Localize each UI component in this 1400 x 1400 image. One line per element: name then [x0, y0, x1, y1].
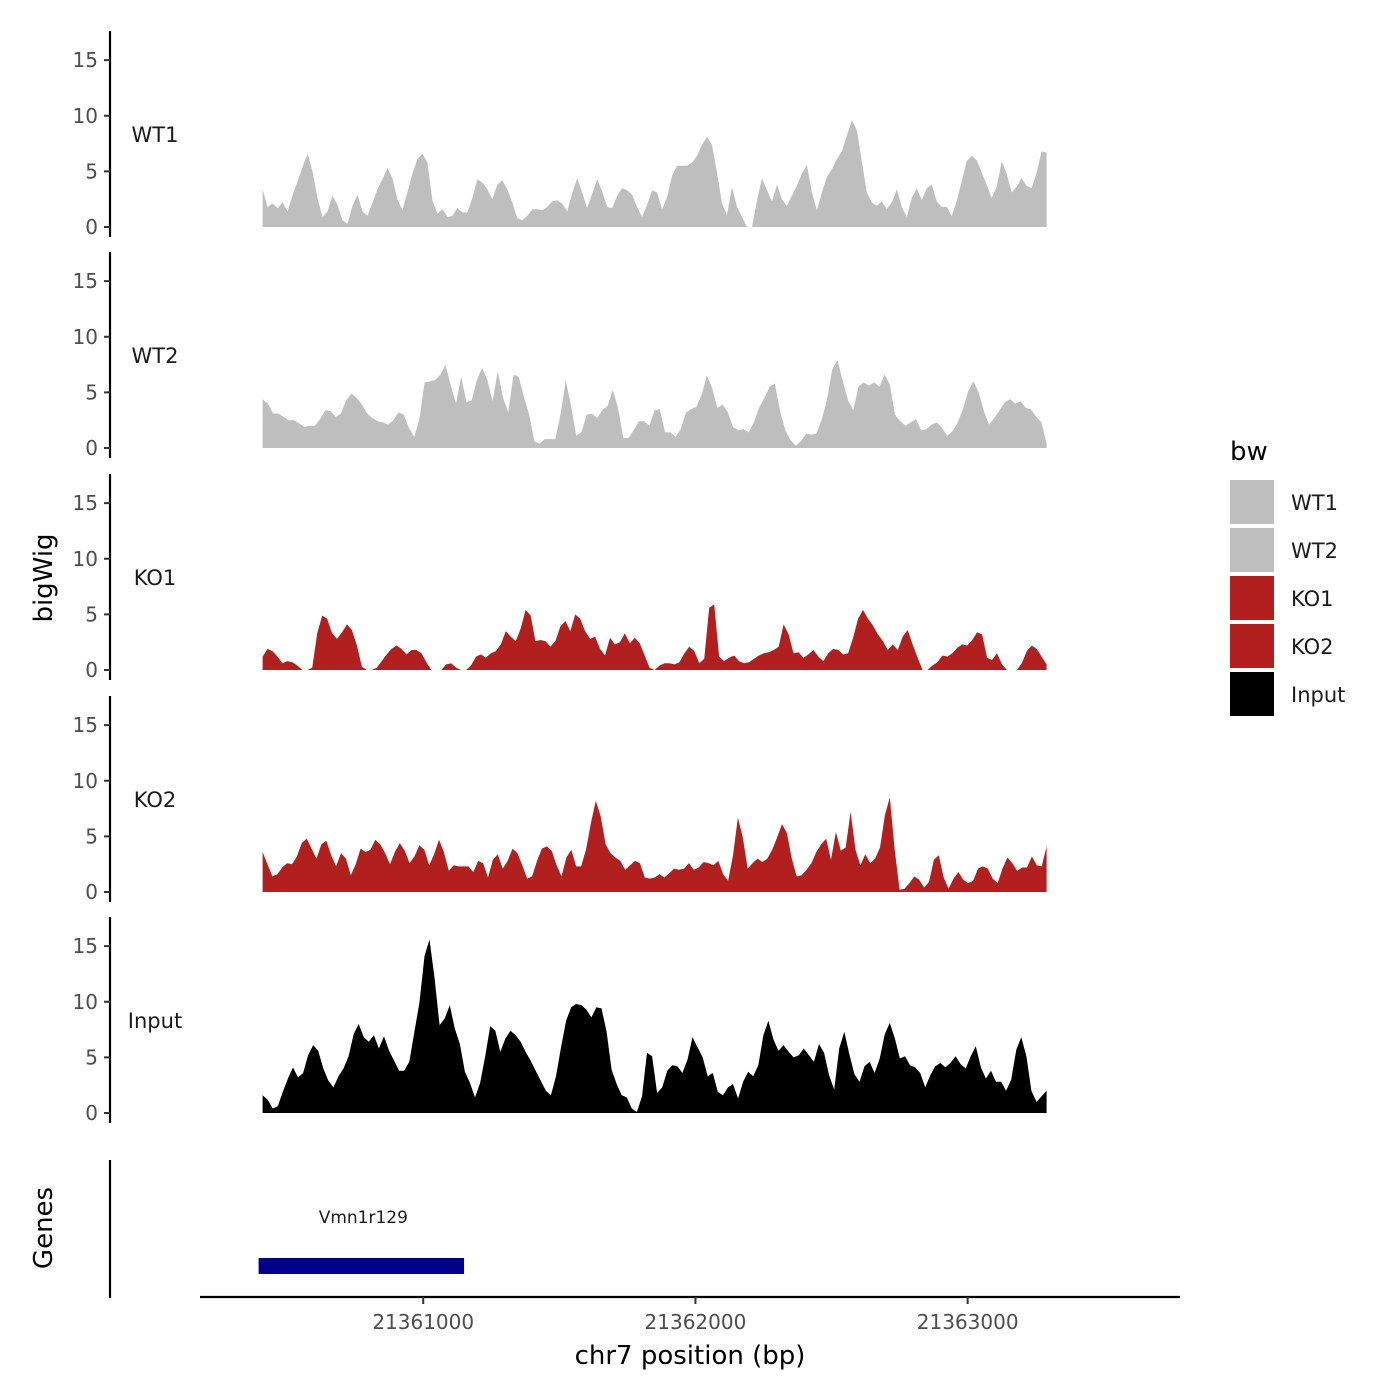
coverage-area-ko2: [262, 797, 1047, 892]
x-axis: 21361000 21362000 21363000: [200, 1295, 1180, 1334]
coverage-tracks: 0 5 10 15 WT1 0 5 10 15 WT2 0 5 10 15 KO1 0 5 10 15 KO2 0 5 10…: [73, 31, 1047, 1125]
track-wt1: 0 5 10 15 WT1: [73, 31, 1047, 239]
legend-label-ko2: KO2: [1291, 635, 1334, 659]
track-label-wt2: WT2: [132, 344, 179, 368]
y-tick-label: 15: [73, 269, 98, 293]
y-tick-label: 15: [73, 934, 98, 958]
gene-label: Vmn1r129: [319, 1208, 408, 1228]
y-tick-label: 15: [73, 48, 98, 72]
x-tick-label: 21361000: [372, 1310, 474, 1334]
y-tick-label: 5: [85, 824, 98, 848]
y-tick-label: 10: [73, 769, 98, 793]
track-label-ko1: KO1: [134, 566, 177, 590]
track-label-ko2: KO2: [134, 788, 177, 812]
y-tick-label: 5: [85, 602, 98, 626]
y-tick-label: 0: [85, 215, 98, 239]
legend-label-wt1: WT1: [1291, 491, 1338, 515]
legend-label-ko1: KO1: [1291, 587, 1334, 611]
legend-label-wt2: WT2: [1291, 539, 1338, 563]
coverage-area-input: [262, 939, 1047, 1113]
y-tick-label: 10: [73, 325, 98, 349]
x-tick-label: 21362000: [645, 1310, 747, 1334]
legend-key-ko1: [1230, 576, 1274, 620]
gene-body-vmn1r129: [258, 1258, 465, 1274]
legend-label-input: Input: [1291, 683, 1345, 707]
coverage-area-wt2: [262, 360, 1047, 448]
legend-key-wt2: [1230, 528, 1274, 572]
coverage-area-wt1: [262, 120, 1047, 227]
y-axis-title: bigWig: [29, 533, 59, 622]
legend-key-ko2: [1230, 624, 1274, 668]
y-tick-label: 0: [85, 658, 98, 682]
track-input: 0 5 10 15 Input: [73, 917, 1047, 1125]
y-tick-label: 0: [85, 880, 98, 904]
legend-key-wt1: [1230, 480, 1274, 524]
y-tick-label: 5: [85, 380, 98, 404]
y-tick-label: 0: [85, 1101, 98, 1125]
y-tick-label: 5: [85, 159, 98, 183]
track-label-input: Input: [128, 1009, 182, 1033]
legend-title: bw: [1230, 437, 1268, 467]
track-wt2: 0 5 10 15 WT2: [73, 252, 1047, 460]
y-tick-label: 0: [85, 436, 98, 460]
x-axis-title: chr7 position (bp): [575, 1341, 806, 1371]
gene-track-title: Genes: [29, 1187, 59, 1269]
track-ko2: 0 5 10 15 KO2: [73, 696, 1047, 904]
y-tick-label: 10: [73, 547, 98, 571]
y-tick-label: 10: [73, 104, 98, 128]
y-tick-label: 5: [85, 1045, 98, 1069]
y-tick-label: 15: [73, 491, 98, 515]
x-tick-label: 21363000: [917, 1310, 1019, 1334]
gene-track: Vmn1r129: [108, 1160, 465, 1298]
y-tick-label: 15: [73, 713, 98, 737]
legend: bw WT1 WT2 KO1 KO2 Input: [1230, 437, 1345, 716]
y-tick-label: 10: [73, 990, 98, 1014]
legend-key-input: [1230, 672, 1274, 716]
track-ko1: 0 5 10 15 KO1: [73, 474, 1047, 682]
track-label-wt1: WT1: [132, 123, 179, 147]
coverage-area-ko1: [262, 604, 1047, 670]
